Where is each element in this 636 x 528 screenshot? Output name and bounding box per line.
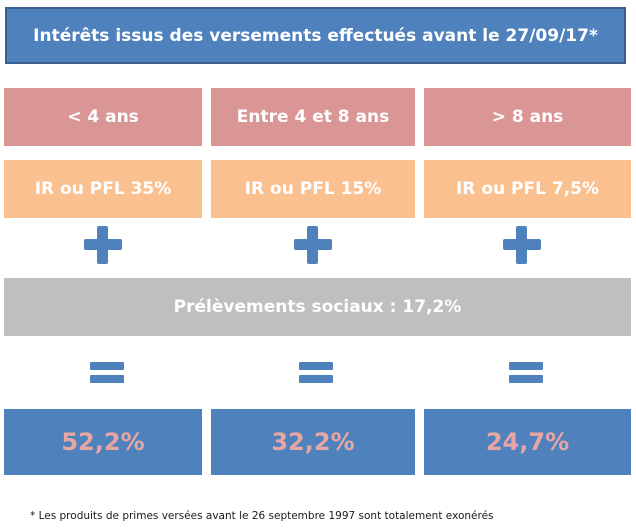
plus-icon bbox=[294, 226, 332, 264]
duration-box-under-4: < 4 ans bbox=[4, 88, 202, 146]
result-box-52-2: 52,2% bbox=[4, 409, 202, 475]
equals-icon bbox=[299, 362, 333, 384]
equals-icon bbox=[90, 362, 124, 384]
result-box-32-2: 32,2% bbox=[211, 409, 415, 475]
tax-rate-box-7-5: IR ou PFL 7,5% bbox=[424, 160, 631, 218]
footnote: * Les produits de primes versées avant l… bbox=[30, 510, 494, 522]
equals-icon bbox=[509, 362, 543, 384]
duration-box-over-8: > 8 ans bbox=[424, 88, 631, 146]
tax-rate-box-35: IR ou PFL 35% bbox=[4, 160, 202, 218]
result-box-24-7: 24,7% bbox=[424, 409, 631, 475]
plus-icon bbox=[84, 226, 122, 264]
duration-box-4-to-8: Entre 4 et 8 ans bbox=[211, 88, 415, 146]
social-contributions-box: Prélèvements sociaux : 17,2% bbox=[4, 278, 631, 336]
header-title: Intérêts issus des versements effectués … bbox=[5, 7, 626, 64]
plus-icon bbox=[503, 226, 541, 264]
tax-rate-box-15: IR ou PFL 15% bbox=[211, 160, 415, 218]
